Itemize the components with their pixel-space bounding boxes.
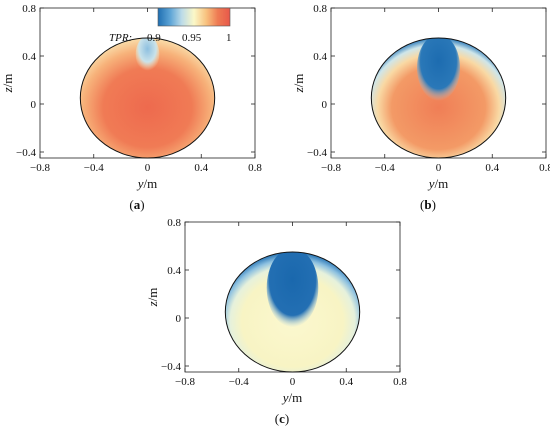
- y-axis-label: z/m: [145, 288, 160, 308]
- y-tick-label: 0.4: [167, 265, 181, 277]
- tpr-field: [80, 38, 215, 158]
- panel-b-plot: −0.8 −0.4 0 0.4 0.8 0.8 0.4 0 −0.4 y/m z/m (b): [291, 3, 550, 212]
- top-bubble: [266, 252, 319, 328]
- y-tick-label: 0.8: [22, 3, 36, 15]
- x-tick-label: 0.8: [539, 162, 550, 174]
- x-tick-label: 0.4: [485, 162, 499, 174]
- panel-label: (c): [275, 411, 289, 426]
- x-tick-label: −0.4: [375, 162, 395, 174]
- x-tick-label: 0.8: [248, 162, 262, 174]
- low-tpr-region: [135, 38, 160, 73]
- y-tick-label: 0: [176, 313, 182, 325]
- colorbar-tick-label: 1: [226, 32, 232, 44]
- colorbar-tick-label: 0.95: [182, 32, 202, 44]
- y-tick-label: 0.4: [22, 51, 36, 63]
- pipe-outline: [370, 37, 507, 159]
- x-tick-label: −0.8: [321, 162, 341, 174]
- low-tpr-region: [266, 252, 319, 328]
- x-axis-label: y/m: [136, 176, 158, 191]
- colorbar-gradient: [157, 7, 231, 27]
- y-tick-label: −0.4: [161, 361, 181, 373]
- y-axis-label: z/m: [291, 74, 306, 94]
- pipe-outline: [79, 37, 216, 159]
- panel-a-plot: −0.8 −0.4 0 0.4 0.8 0.8 0.4 0 −0.4 y/m z/m (a): [0, 3, 262, 212]
- panel-label: (a): [129, 197, 144, 212]
- x-tick-label: 0.8: [393, 376, 407, 388]
- y-tick-label: 0: [31, 99, 37, 111]
- y-tick-label: −0.4: [307, 147, 327, 159]
- y-axis-label: z/m: [0, 74, 15, 94]
- colorbar-tick-label: 0.9: [147, 32, 161, 44]
- low-tpr-region: [417, 38, 460, 101]
- x-tick-label: −0.4: [229, 376, 249, 388]
- x-axis-label: y/m: [427, 176, 449, 191]
- colorbar-title: TPR:: [109, 32, 132, 44]
- x-tick-label: 0: [436, 162, 442, 174]
- pipe-outline: [224, 251, 361, 373]
- y-tick-label: 0.8: [167, 217, 181, 229]
- x-tick-label: 0.4: [194, 162, 208, 174]
- y-tick-label: 0.4: [313, 51, 327, 63]
- y-tick-label: 0.8: [313, 3, 327, 15]
- x-tick-label: 0: [145, 162, 151, 174]
- y-tick-label: 0: [322, 99, 328, 111]
- x-tick-label: −0.8: [30, 162, 50, 174]
- top-bubble: [417, 38, 460, 101]
- y-tick-label: −0.4: [16, 147, 36, 159]
- x-axis-label: y/m: [281, 390, 303, 405]
- panel-c-plot: −0.8 −0.4 0 0.4 0.8 0.8 0.4 0 −0.4 y/m z/m (c): [145, 217, 407, 426]
- panel-label: (b): [420, 197, 436, 212]
- top-bubble: [135, 38, 160, 73]
- x-tick-label: 0: [290, 376, 296, 388]
- colorbar: TPR: 0.9 0.95 1: [109, 7, 232, 44]
- x-tick-label: 0.4: [339, 376, 353, 388]
- x-tick-label: −0.8: [175, 376, 195, 388]
- x-tick-label: −0.4: [84, 162, 104, 174]
